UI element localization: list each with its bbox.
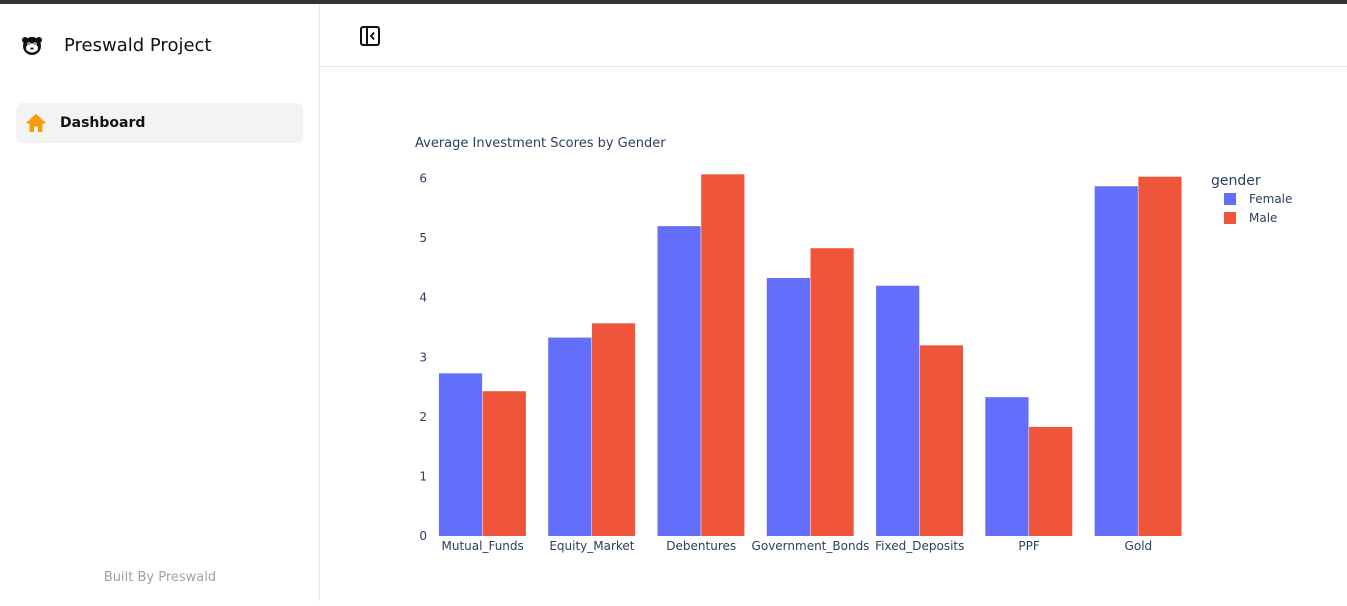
app-title: Preswald Project: [64, 34, 212, 56]
legend: gender Female Male: [1211, 173, 1292, 225]
bar-female-fixed_deposits[interactable]: [876, 285, 920, 536]
chart-area: Average Investment Scores by Gender 0 1 2 3…: [320, 68, 1347, 601]
y-tick-label: 1: [419, 469, 427, 483]
y-tick-label: 2: [419, 410, 427, 424]
y-tick-label: 0: [419, 529, 427, 543]
y-axis: 0 1 2 3 4 5 6: [419, 172, 427, 544]
logo-icon: [20, 33, 44, 57]
y-tick-label: 5: [419, 231, 427, 245]
bar-male-equity_market[interactable]: [591, 323, 636, 536]
sidebar-toggle-button[interactable]: [358, 24, 382, 48]
brand: Preswald Project: [20, 30, 211, 60]
bar-female-ppf[interactable]: [985, 397, 1029, 536]
sidebar-collapse-icon: [360, 26, 380, 46]
x-axis: Mutual_Funds Equity_Market Debentures Gover…: [441, 539, 1152, 553]
bar-male-fixed_deposits[interactable]: [919, 345, 963, 536]
x-tick-label: Fixed_Deposits: [875, 539, 964, 553]
x-tick-label: Gold: [1125, 539, 1153, 553]
x-tick-label: Government_Bonds: [752, 539, 870, 553]
chart-title: Average Investment Scores by Gender: [415, 136, 666, 151]
bar-female-gold[interactable]: [1094, 186, 1138, 536]
x-tick-label: Debentures: [666, 539, 736, 553]
y-tick-label: 6: [419, 172, 427, 186]
bars: [438, 174, 1182, 536]
legend-title: gender: [1211, 173, 1261, 189]
bar-female-debentures[interactable]: [657, 226, 701, 536]
bar-male-debentures[interactable]: [701, 174, 745, 536]
bar-male-government_bonds[interactable]: [810, 248, 854, 536]
legend-label-male[interactable]: Male: [1249, 211, 1277, 225]
x-tick-label: Equity_Market: [549, 539, 634, 553]
main-header: [320, 4, 1347, 67]
legend-swatch-female[interactable]: [1224, 193, 1236, 205]
bar-chart: Average Investment Scores by Gender 0 1 2 3…: [415, 136, 1292, 553]
home-icon: [25, 112, 47, 134]
y-tick-label: 4: [419, 291, 427, 305]
bar-male-ppf[interactable]: [1029, 426, 1073, 536]
sidebar: Preswald Project Dashboard Built By Pres…: [0, 4, 320, 601]
x-tick-label: PPF: [1018, 539, 1039, 553]
bar-female-mutual_funds[interactable]: [438, 373, 483, 536]
bar-male-mutual_funds[interactable]: [482, 391, 526, 536]
x-tick-label: Mutual_Funds: [441, 539, 523, 553]
bar-female-equity_market[interactable]: [548, 337, 592, 536]
legend-label-female[interactable]: Female: [1249, 192, 1292, 206]
bar-female-government_bonds[interactable]: [766, 278, 810, 536]
sidebar-item-dashboard[interactable]: Dashboard: [16, 103, 303, 143]
legend-swatch-male[interactable]: [1224, 212, 1236, 224]
footer-credit: Built By Preswald: [103, 570, 217, 585]
sidebar-item-label: Dashboard: [60, 115, 146, 131]
top-border: [0, 0, 1347, 4]
y-tick-label: 3: [419, 350, 427, 364]
bar-male-gold[interactable]: [1138, 176, 1182, 536]
